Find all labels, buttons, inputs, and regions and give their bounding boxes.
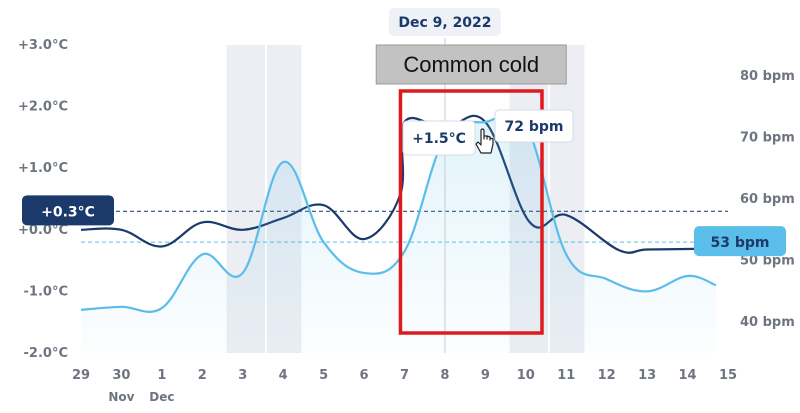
x-tick-label: 12 (598, 368, 616, 383)
hover-temp-bubble (402, 120, 476, 156)
y-right-tick-label: 70 bpm (740, 130, 795, 145)
annotation-box (398, 89, 544, 335)
y-left-tick-label: -1.0°C (24, 284, 68, 299)
hover-bpm-bubble (494, 109, 574, 143)
annotation-caption: Common cold (403, 52, 539, 77)
x-tick-label: 6 (360, 368, 369, 383)
y-right-tick-label: 40 bpm (740, 315, 795, 330)
x-tick-label: 4 (279, 368, 288, 383)
x-tick-label: 29 (72, 368, 90, 383)
x-tick-label: 14 (679, 368, 697, 383)
bpm-baseline-label: 53 bpm (711, 235, 770, 251)
annotation-layer: Common cold (375, 44, 567, 335)
temp-baseline-tag (22, 195, 114, 226)
x-month-label: Nov (108, 390, 134, 404)
x-tick-label: 2 (198, 368, 207, 383)
x-tick-label: 9 (481, 368, 490, 383)
y-right-tick-label: 60 bpm (740, 192, 795, 207)
y-left-tick-label: -2.0°C (24, 346, 68, 361)
x-tick-label: 3 (238, 368, 247, 383)
y-left-tick-label: +2.0°C (18, 100, 68, 115)
x-tick-label: 8 (440, 368, 449, 383)
baselines (81, 210, 728, 243)
temp-baseline-label: +0.3°C (41, 204, 95, 220)
x-tick-label: 5 (319, 368, 328, 383)
x-month-label: Dec (149, 390, 174, 404)
label-layer: Dec 9, 2022 +1.5°C 72 bpm +0.3°C 53 bpm (22, 8, 786, 257)
x-tick-label: 1 (157, 368, 166, 383)
y-right-tick-label: 50 bpm (740, 254, 795, 269)
annotation-caption-bg (375, 44, 567, 85)
hover-temp-label: +1.5°C (412, 131, 466, 147)
y-left-tick-label: +0.0°C (18, 223, 68, 238)
axes: +3.0°C +2.0°C +1.0°C +0.0°C -1.0°C -2.0°C 80 b… (18, 38, 795, 404)
hover-date-pill (388, 8, 501, 36)
x-tick-label: 7 (400, 368, 409, 383)
series (80, 112, 717, 353)
pointer-cursor-shape (475, 128, 494, 154)
bpm-area (81, 113, 716, 353)
x-tick-label: 10 (517, 368, 535, 383)
y-right-tick-label: 80 bpm (740, 69, 795, 84)
x-tick-label: 11 (557, 368, 575, 383)
y-left-tick-label: +3.0°C (18, 38, 68, 53)
x-tick-label: 13 (638, 368, 656, 383)
hover-bpm-label: 72 bpm (505, 119, 564, 135)
y-left-tick-label: +1.0°C (18, 161, 68, 176)
bpm-line (80, 112, 717, 313)
x-tick-label: 15 (719, 368, 737, 383)
x-tick-label: 30 (112, 368, 130, 383)
bpm-baseline-tag (694, 226, 786, 257)
pointer-cursor-icon (475, 128, 494, 154)
temperature-line (80, 114, 696, 254)
hover-date-label: Dec 9, 2022 (398, 15, 491, 31)
